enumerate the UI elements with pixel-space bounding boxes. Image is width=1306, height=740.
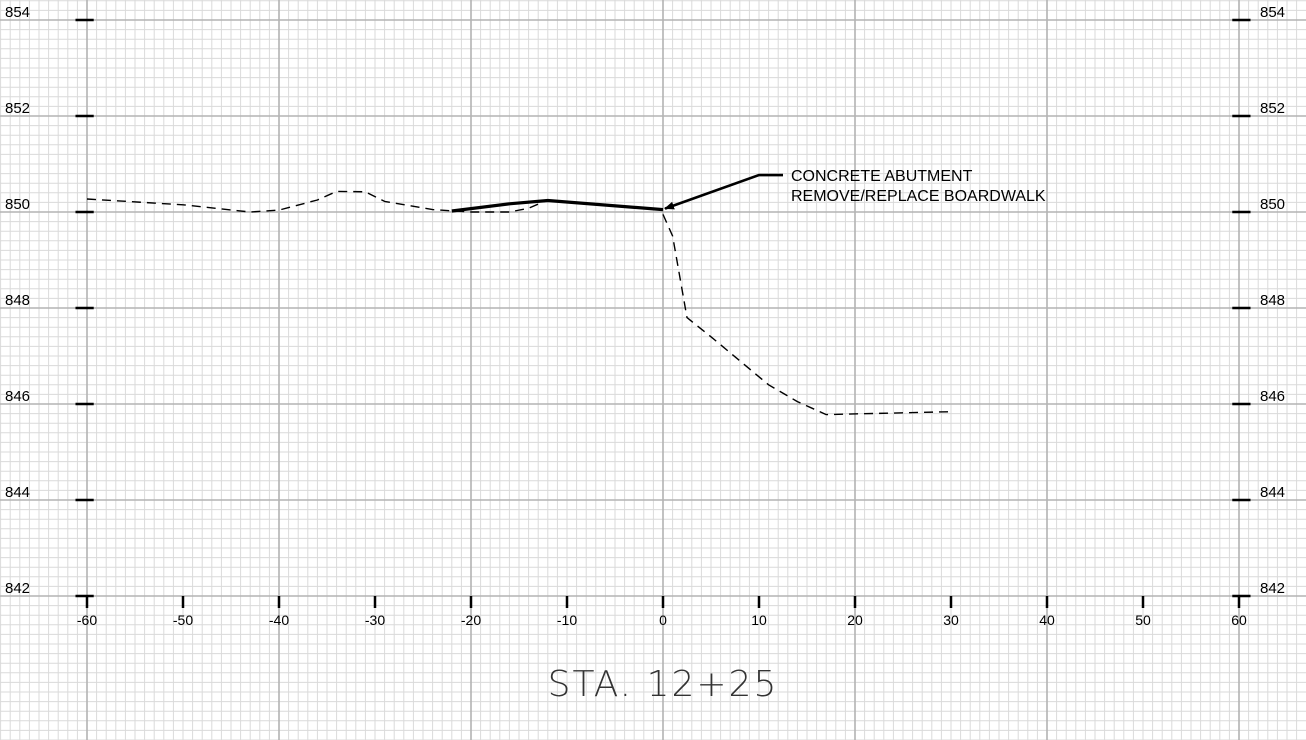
proposed-boardwalk-line [451, 198, 664, 213]
x-tick-label: 30 [943, 612, 959, 628]
y-tick-label-left: 842 [5, 580, 30, 597]
y-tick-label-left: 852 [5, 100, 30, 117]
y-tick-label-left: 846 [5, 388, 30, 405]
callout: CONCRETE ABUTMENT REMOVE/REPLACE BOARDWAL… [664, 168, 1046, 210]
y-tick-label-left: 844 [5, 484, 30, 501]
y-tick-label-right: 852 [1260, 100, 1285, 117]
x-tick-label: -40 [269, 612, 289, 628]
x-tick-label: 10 [751, 612, 767, 628]
x-tick-label: -50 [173, 612, 193, 628]
existing-ground-line [662, 214, 952, 416]
x-tick-label: -20 [461, 612, 481, 628]
y-tick-label-left: 854 [5, 4, 30, 21]
y-tick-label-right: 850 [1260, 196, 1285, 213]
x-tick-label: 60 [1231, 612, 1247, 628]
callout-text: REMOVE/REPLACE BOARDWALK [791, 188, 1046, 205]
x-tick-label: 50 [1135, 612, 1151, 628]
y-tick-label-right: 854 [1260, 4, 1285, 21]
x-tick-label: 0 [659, 612, 667, 628]
callout-text: CONCRETE ABUTMENT [791, 168, 973, 185]
x-tick-label: 40 [1039, 612, 1055, 628]
x-tick-label: -30 [365, 612, 385, 628]
y-tick-label-left: 848 [5, 292, 30, 309]
tick-labels: 854 854 852 852 850 850 848 848 846 846 844 844 842 8… [5, 4, 1285, 628]
callout-leader-arrow [664, 173, 783, 210]
y-tick-label-right: 848 [1260, 292, 1285, 309]
x-tick-label: -10 [557, 612, 577, 628]
profile-lines [86, 190, 952, 416]
y-tick-label-right: 844 [1260, 484, 1285, 501]
y-tick-label-right: 846 [1260, 388, 1285, 405]
y-tick-label-left: 850 [5, 196, 30, 213]
x-tick-label: 20 [847, 612, 863, 628]
chart-title: STA. 12+25 [548, 664, 779, 705]
axis-ticks [75, 18, 1251, 608]
x-tick-label: -60 [77, 612, 97, 628]
y-tick-label-right: 842 [1260, 580, 1285, 597]
